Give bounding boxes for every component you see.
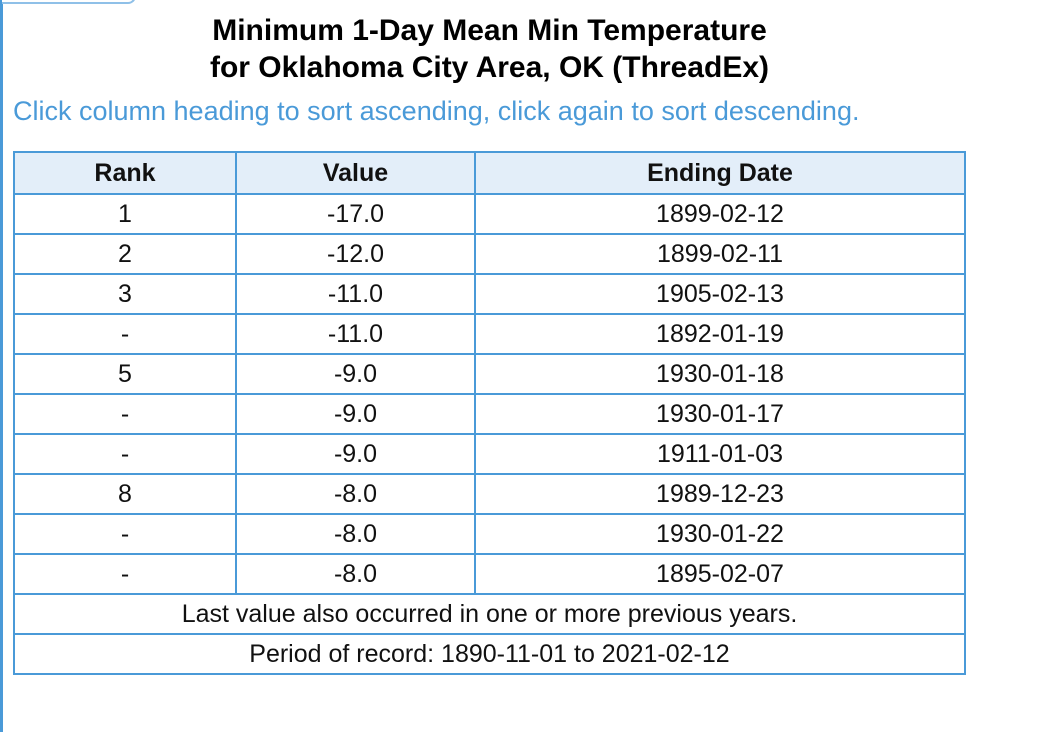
ending-date-cell: 1899-02-11: [474, 233, 966, 275]
rank-cell: -: [13, 393, 237, 435]
footer-note: Last value also occurred in one or more …: [13, 593, 966, 635]
value-column-header[interactable]: Value: [235, 151, 476, 195]
left-border: [0, 0, 3, 732]
value-cell: -11.0: [235, 313, 476, 355]
period-row: Period of record: 1890-11-01 to 2021-02-…: [13, 633, 966, 675]
table-row: 3 -11.0 1905-02-13: [13, 273, 966, 315]
ending-date-cell: 1905-02-13: [474, 273, 966, 315]
table-body: 1 -17.0 1899-02-12 2 -12.0 1899-02-11 3 -11.0 19…: [13, 193, 966, 595]
ending-date-cell: 1895-02-07: [474, 553, 966, 595]
header-row: Rank Value Ending Date: [13, 151, 966, 195]
value-cell: -9.0: [235, 433, 476, 475]
ending-date-cell: 1911-01-03: [474, 433, 966, 475]
table-row: - -8.0 1930-01-22: [13, 513, 966, 555]
sort-instructions: Click column heading to sort ascending, …: [13, 96, 860, 126]
value-cell: -8.0: [235, 513, 476, 555]
value-cell: -17.0: [235, 193, 476, 235]
value-cell: -8.0: [235, 553, 476, 595]
ending-date-cell: 1930-01-18: [474, 353, 966, 395]
table-row: - -9.0 1930-01-17: [13, 393, 966, 435]
rank-cell: -: [13, 433, 237, 475]
ending-date-column-header[interactable]: Ending Date: [474, 151, 966, 195]
table-row: - -9.0 1911-01-03: [13, 433, 966, 475]
rank-cell: -: [13, 513, 237, 555]
page-title: Minimum 1-Day Mean Min Temperature for O…: [14, 12, 965, 86]
rank-column-header[interactable]: Rank: [13, 151, 237, 195]
top-tab-edge: [2, 0, 136, 4]
rank-cell: 3: [13, 273, 237, 315]
table-row: 8 -8.0 1989-12-23: [13, 473, 966, 515]
table-row: - -11.0 1892-01-19: [13, 313, 966, 355]
rank-cell: 2: [13, 233, 237, 275]
table-row: 1 -17.0 1899-02-12: [13, 193, 966, 235]
ending-date-cell: 1930-01-17: [474, 393, 966, 435]
ending-date-cell: 1892-01-19: [474, 313, 966, 355]
value-cell: -11.0: [235, 273, 476, 315]
value-cell: -12.0: [235, 233, 476, 275]
table-row: 5 -9.0 1930-01-18: [13, 353, 966, 395]
title-line-1: Minimum 1-Day Mean Min Temperature: [212, 14, 767, 47]
table-row: - -8.0 1895-02-07: [13, 553, 966, 595]
rank-cell: 8: [13, 473, 237, 515]
title-line-2: for Oklahoma City Area, OK (ThreadEx): [209, 51, 769, 84]
value-cell: -8.0: [235, 473, 476, 515]
footer-note-row: Last value also occurred in one or more …: [13, 593, 966, 635]
ending-date-cell: 1989-12-23: [474, 473, 966, 515]
rank-cell: 5: [13, 353, 237, 395]
ending-date-cell: 1899-02-12: [474, 193, 966, 235]
value-cell: -9.0: [235, 353, 476, 395]
value-cell: -9.0: [235, 393, 476, 435]
records-table: Rank Value Ending Date 1 -17.0 1899-02-12 2…: [13, 151, 966, 675]
ending-date-cell: 1930-01-22: [474, 513, 966, 555]
rank-cell: 1: [13, 193, 237, 235]
rank-cell: -: [13, 313, 237, 355]
rank-cell: -: [13, 553, 237, 595]
period-of-record: Period of record: 1890-11-01 to 2021-02-…: [13, 633, 966, 675]
table-row: 2 -12.0 1899-02-11: [13, 233, 966, 275]
